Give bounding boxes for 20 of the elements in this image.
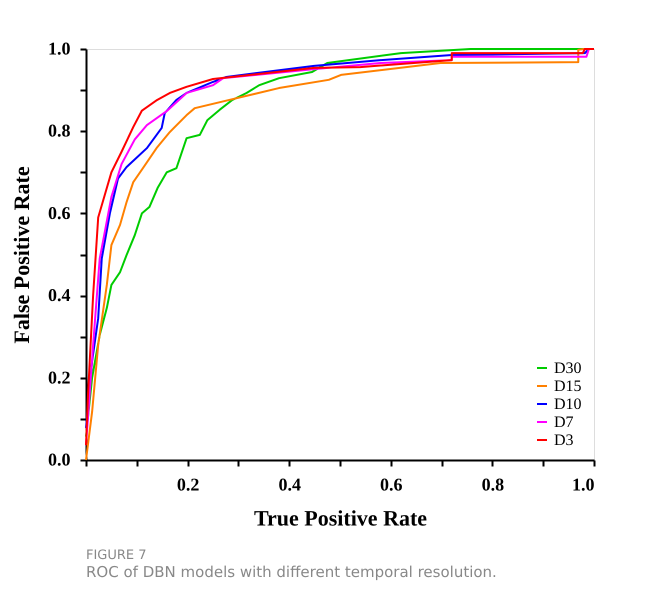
legend-label: D7 [554, 414, 574, 431]
y-tick-label: 0.8 [48, 120, 70, 141]
legend-label: D30 [554, 360, 582, 377]
y-tick-label: 0.0 [48, 450, 70, 470]
x-tick-label: 0.8 [482, 474, 504, 494]
legend-label: D15 [554, 378, 582, 395]
x-tick-label: 0.4 [278, 474, 301, 494]
x-tick-label: 0.2 [176, 474, 200, 494]
x-axis-title: True Positive Rate [254, 506, 428, 530]
legend-label: D3 [554, 432, 574, 449]
y-tick-label: 1.0 [48, 38, 70, 58]
y-axis-title: False Positive Rate [9, 166, 34, 344]
y-tick-label: 0.6 [48, 202, 70, 223]
x-tick-label: 0.6 [380, 474, 403, 494]
text: ROC of DBN models with different temporal resolution. [86, 563, 497, 581]
x-tick-label: 1.0 [572, 474, 594, 494]
caption: FIGURE 7 [86, 548, 147, 563]
y-tick-label: 0.2 [48, 367, 70, 388]
legend-label: D10 [554, 396, 582, 413]
y-tick-label: 0.4 [48, 285, 70, 306]
